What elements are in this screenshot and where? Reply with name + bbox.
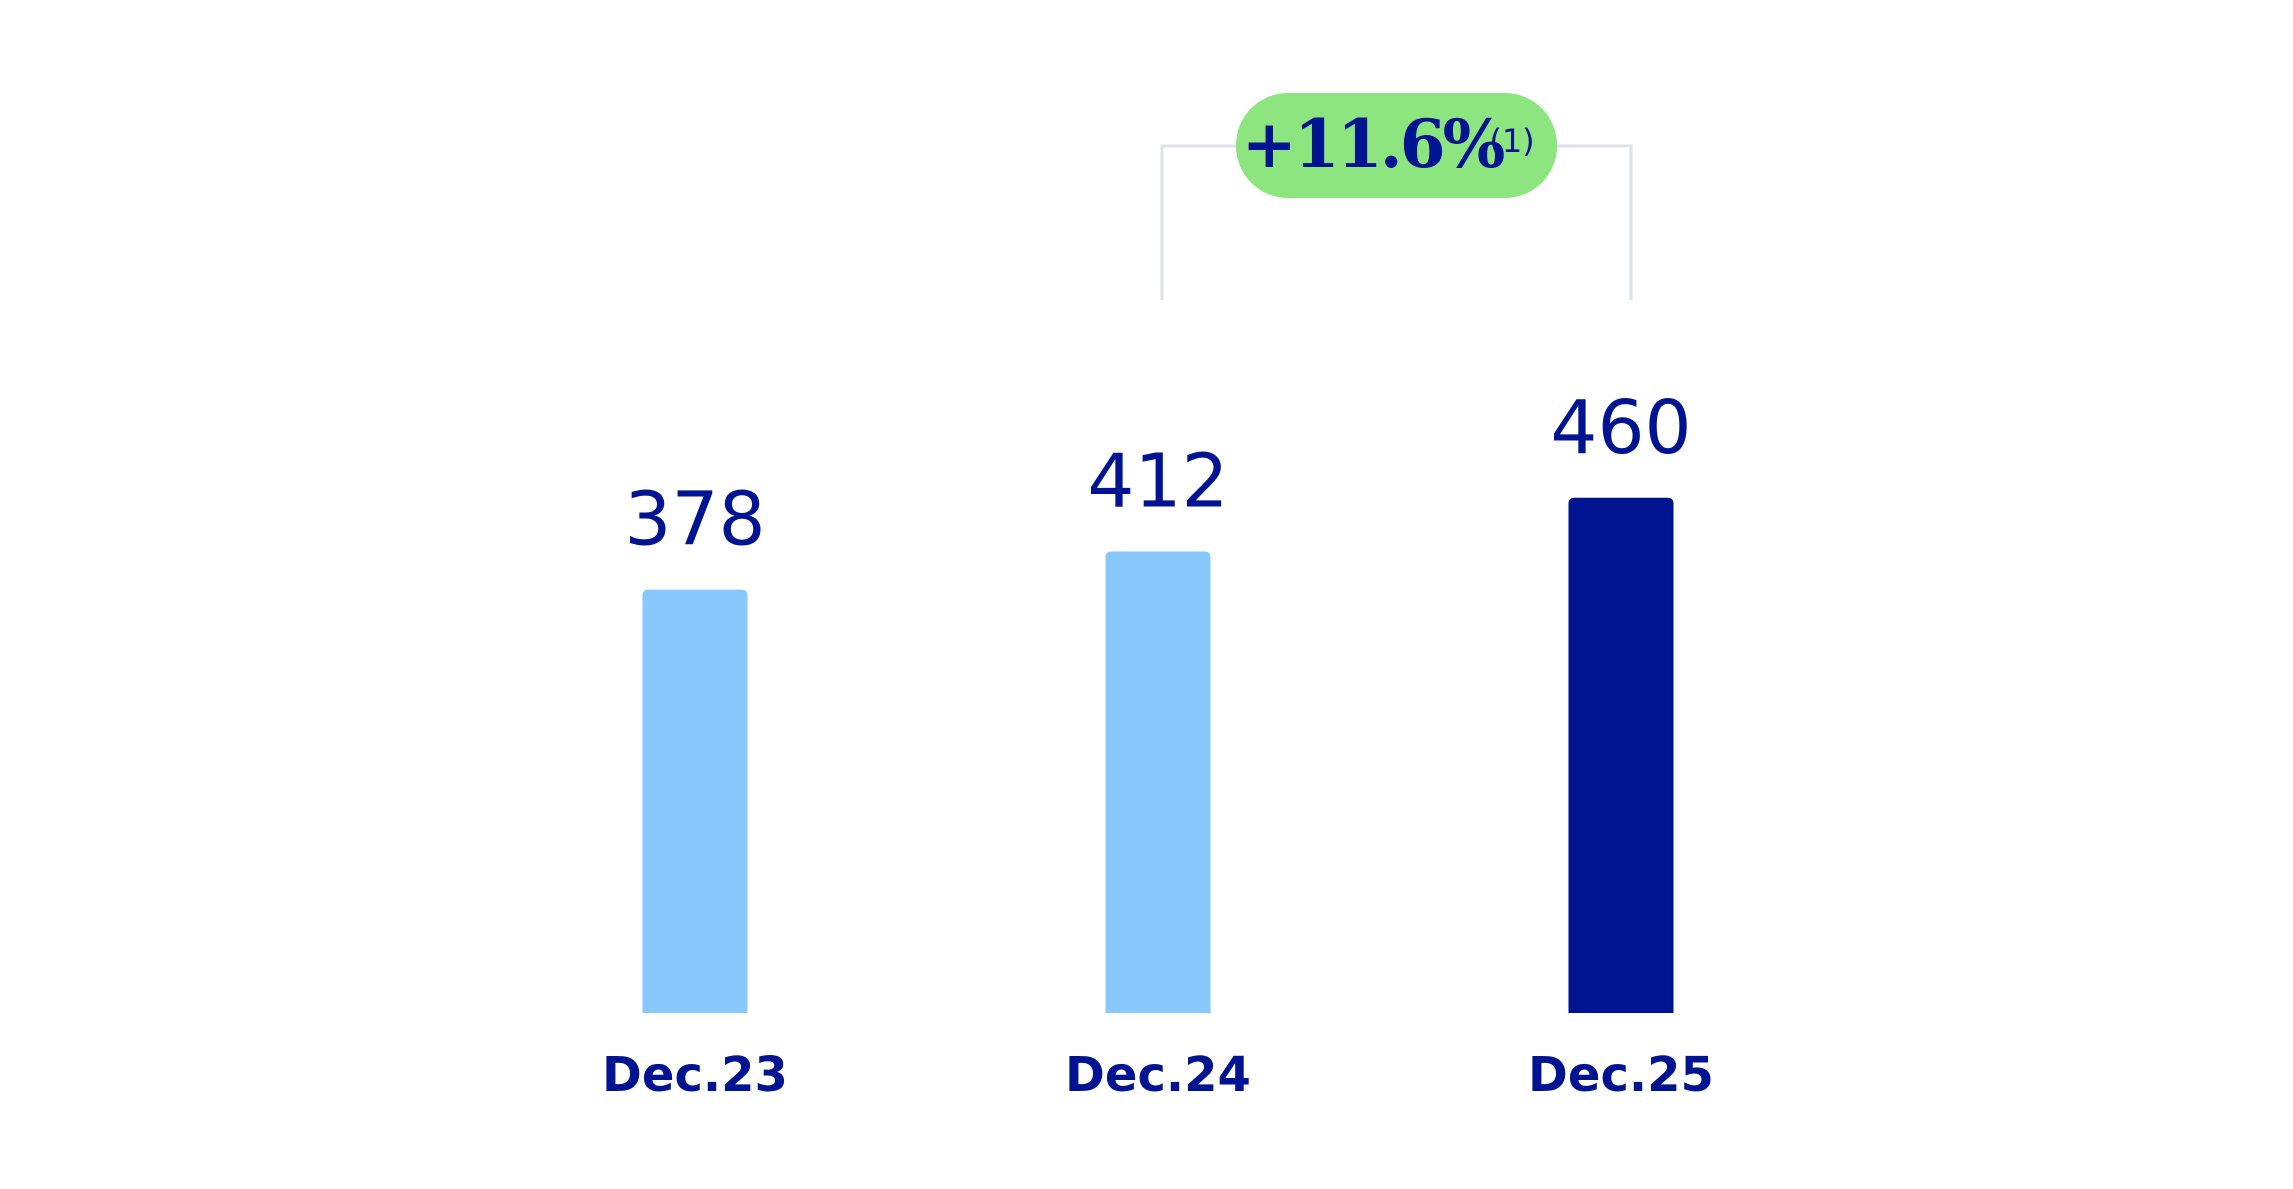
bar — [642, 589, 748, 1013]
change-pill — [1236, 93, 1557, 198]
bar — [1105, 551, 1211, 1013]
x-tick-label: Dec.23 — [602, 1047, 788, 1103]
x-tick-label: Dec.24 — [1065, 1047, 1251, 1103]
value-label: 460 — [1550, 385, 1691, 471]
x-tick-label: Dec.25 — [1528, 1047, 1714, 1103]
value-label: 412 — [1087, 439, 1228, 525]
change-text: +11.6% — [1242, 105, 1505, 183]
change-note: (1) — [1489, 122, 1534, 160]
bar — [1568, 497, 1674, 1013]
value-label: 378 — [624, 477, 765, 563]
